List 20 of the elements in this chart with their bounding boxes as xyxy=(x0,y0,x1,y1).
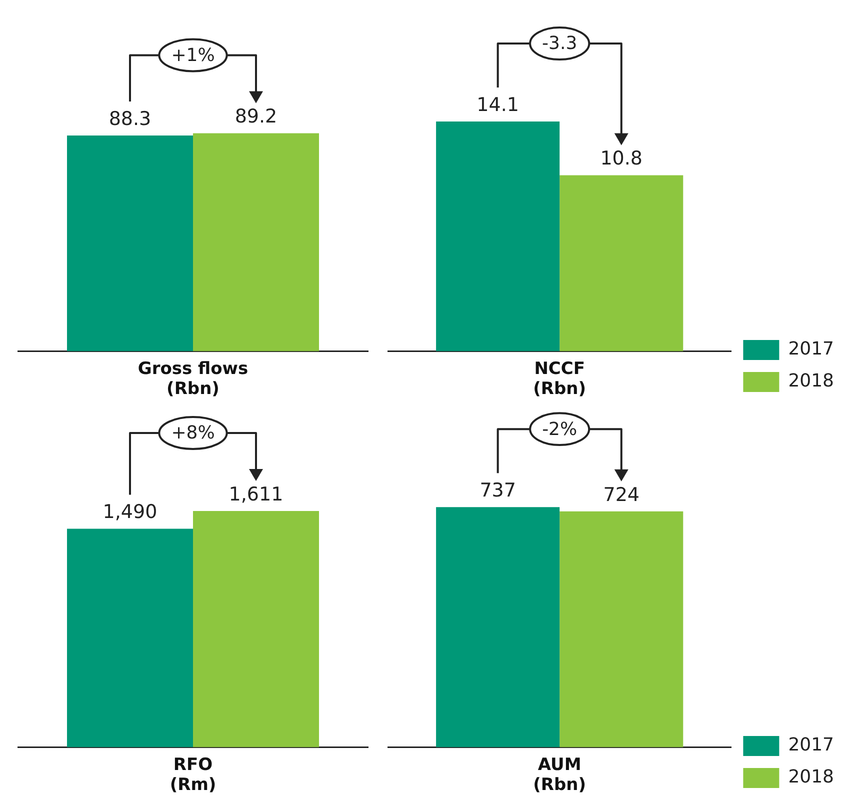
data-label: 10.8 xyxy=(600,148,643,170)
data-label: 1,611 xyxy=(228,483,284,506)
x-axis-title: Gross flows (Rbn) xyxy=(138,358,248,400)
text: -2% xyxy=(542,418,578,440)
text: -3.3 xyxy=(542,33,578,54)
text: +1% xyxy=(171,44,215,66)
x-axis-title: NCCF (Rbn) xyxy=(533,358,586,400)
legend-label: 2017 xyxy=(788,734,834,756)
x-axis-title: RFO (Rm) xyxy=(170,754,216,796)
data-label: 737 xyxy=(480,480,516,502)
data-label: 724 xyxy=(603,484,640,506)
data-label: 88.3 xyxy=(108,108,152,130)
legend-label: 2017 xyxy=(788,338,834,360)
data-label: 1,490 xyxy=(102,501,158,524)
x-axis-title: AUM (Rbn) xyxy=(533,754,586,796)
text: +8% xyxy=(171,422,215,444)
legend-label: 2018 xyxy=(788,766,834,788)
data-label: 89.2 xyxy=(234,106,278,128)
legend-label: 2018 xyxy=(788,370,834,392)
data-label: 14.1 xyxy=(476,94,519,116)
